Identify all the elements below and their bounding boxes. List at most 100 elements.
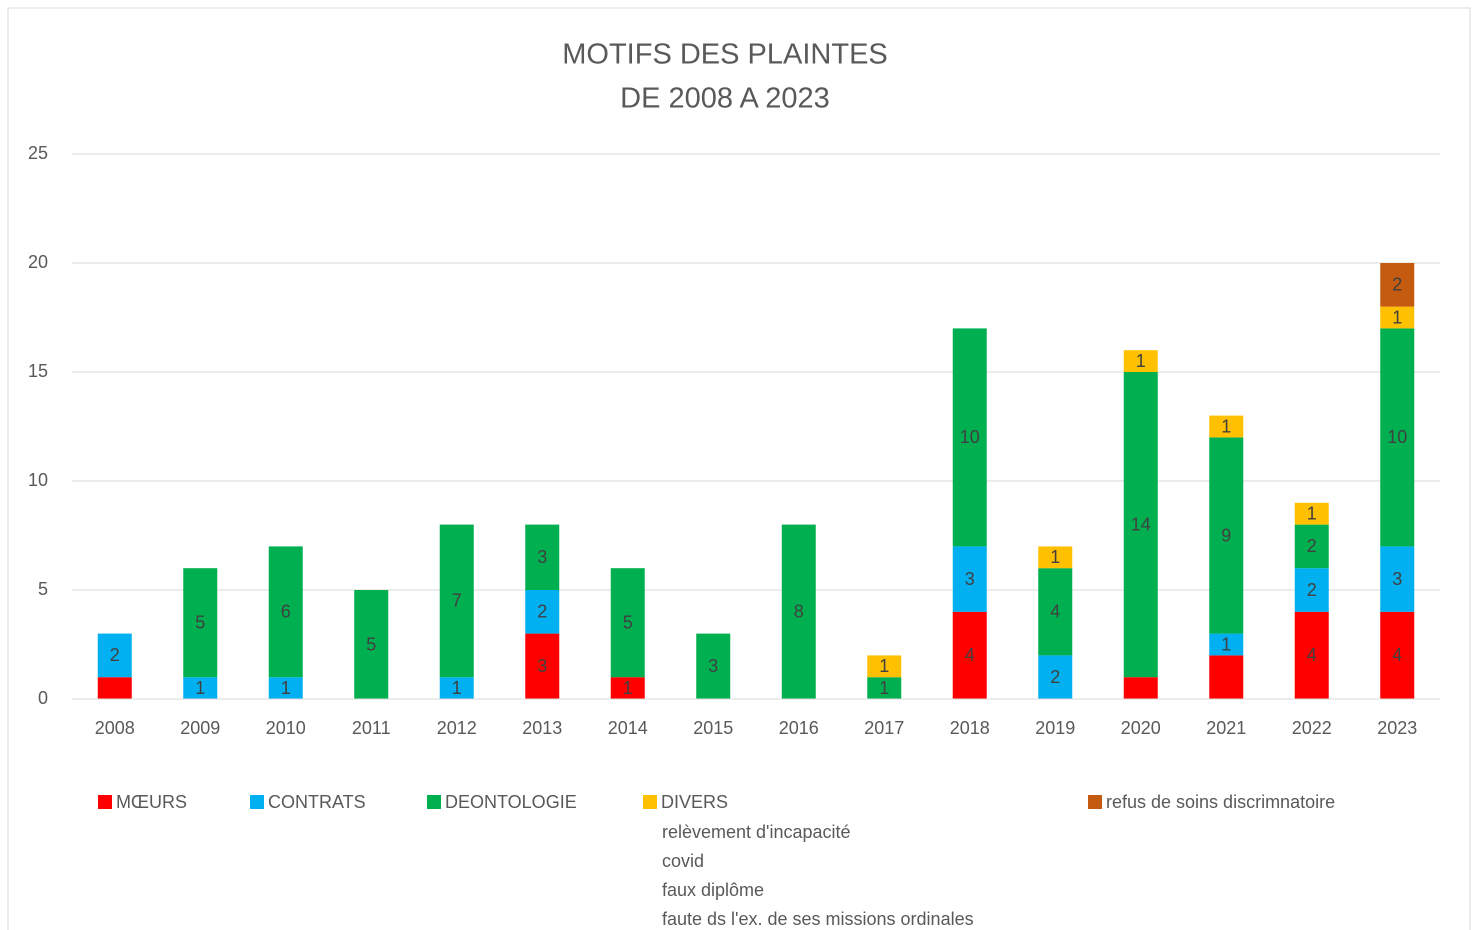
bar-segment (525, 590, 560, 634)
bar-segment (525, 633, 560, 699)
data-label: 5 (195, 612, 205, 632)
bar-segment (1209, 437, 1244, 634)
bar-segment (354, 590, 389, 699)
y-tick-label: 15 (28, 361, 48, 381)
data-label: 2 (1307, 536, 1317, 556)
x-tick-label: 2019 (1035, 718, 1075, 738)
bar-segment (1123, 677, 1158, 699)
data-label: 1 (1136, 351, 1146, 371)
data-label: 3 (708, 656, 718, 676)
data-label: 5 (366, 634, 376, 654)
bar-segment (1294, 502, 1329, 525)
x-tick-label: 2012 (437, 718, 477, 738)
data-label: 2 (537, 602, 547, 622)
bar-segment (1209, 415, 1244, 438)
data-label: 4 (1307, 645, 1317, 665)
x-tick-label: 2017 (864, 718, 904, 738)
legend-label: DEONTOLOGIE (445, 792, 577, 812)
x-tick-label: 2014 (608, 718, 648, 738)
data-label: 1 (281, 678, 291, 698)
legend-note: faux diplôme (662, 880, 764, 900)
data-label: 10 (960, 427, 980, 447)
x-tick-label: 2008 (95, 718, 135, 738)
bar-segment (1294, 524, 1329, 569)
legend-swatch (643, 795, 657, 809)
x-tick-label: 2013 (522, 718, 562, 738)
data-label: 1 (1307, 503, 1317, 523)
bar-segment (1380, 328, 1415, 547)
bar-segment (867, 655, 902, 678)
data-label: 10 (1387, 427, 1407, 447)
legend-note: covid (662, 851, 704, 871)
data-label: 6 (281, 602, 291, 622)
x-tick-label: 2020 (1121, 718, 1161, 738)
bar-segment (1038, 655, 1073, 699)
bar-segment (439, 677, 474, 699)
bar-segment (268, 546, 303, 678)
chart-title: MOTIFS DES PLAINTES (562, 39, 888, 71)
data-label: 1 (195, 678, 205, 698)
data-label: 9 (1221, 525, 1231, 545)
bar-segment (1380, 306, 1415, 329)
x-tick-label: 2010 (266, 718, 306, 738)
bar-segment (1294, 611, 1329, 699)
legend-note: relèvement d'incapacité (662, 822, 851, 842)
x-tick-label: 2015 (693, 718, 733, 738)
bar-segment (610, 677, 645, 699)
x-tick-label: 2016 (779, 718, 819, 738)
bar-segment (952, 546, 987, 612)
chart-title: DE 2008 A 2023 (620, 83, 830, 115)
bar-segment (696, 633, 731, 699)
legend-label: DIVERS (661, 792, 728, 812)
bar-segment (781, 524, 816, 699)
bar-segment (525, 524, 560, 590)
y-tick-label: 0 (38, 688, 48, 708)
x-tick-label: 2018 (950, 718, 990, 738)
bar-segment (952, 611, 987, 699)
legend-swatch (98, 795, 112, 809)
bar-segment (1123, 350, 1158, 372)
y-tick-label: 25 (28, 143, 48, 163)
data-label: 1 (623, 678, 633, 698)
bar-segment (1294, 568, 1329, 612)
bar-segment (1038, 568, 1073, 656)
data-label: 1 (879, 656, 889, 676)
data-label: 1 (1050, 547, 1060, 567)
x-tick-label: 2021 (1206, 718, 1246, 738)
x-tick-label: 2011 (352, 718, 391, 738)
bar-segment (867, 677, 902, 699)
x-tick-label: 2023 (1377, 718, 1417, 738)
data-label: 14 (1131, 514, 1151, 534)
data-label: 1 (1392, 307, 1402, 327)
legend-label: MŒURS (116, 792, 187, 812)
data-label: 2 (1307, 580, 1317, 600)
bar-segment (1209, 633, 1244, 656)
data-label: 2 (1050, 667, 1060, 687)
bar-segment (1038, 546, 1073, 569)
bar-segment (1380, 263, 1415, 307)
legend-note: faute ds l'ex. de ses missions ordinales (662, 909, 974, 929)
x-tick-label: 2009 (180, 718, 220, 738)
bar-segment (268, 677, 303, 699)
bar-segment (1380, 611, 1415, 699)
data-label: 2 (110, 645, 120, 665)
data-label: 4 (1392, 645, 1402, 665)
data-label: 1 (1221, 416, 1231, 436)
bar-segment (952, 328, 987, 547)
y-tick-label: 10 (28, 470, 48, 490)
data-label: 7 (452, 591, 462, 611)
bar-segment (183, 677, 218, 699)
legend-label: refus de soins discrimnatoire (1106, 792, 1335, 812)
data-label: 3 (965, 569, 975, 589)
legend-label: CONTRATS (268, 792, 366, 812)
legend-swatch (1088, 795, 1102, 809)
data-label: 1 (452, 678, 462, 698)
data-label: 1 (1221, 634, 1231, 654)
x-tick-label: 2022 (1292, 718, 1332, 738)
data-label: 4 (1050, 602, 1060, 622)
data-label: 3 (537, 656, 547, 676)
legend-swatch (250, 795, 264, 809)
bar-segment (439, 524, 474, 678)
data-label: 2 (1392, 275, 1402, 295)
